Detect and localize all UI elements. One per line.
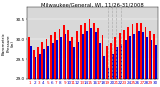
Bar — [123, 30, 125, 79]
Bar — [119, 33, 120, 79]
Bar — [48, 46, 49, 79]
Bar — [76, 31, 78, 79]
Bar — [144, 27, 146, 79]
Bar — [110, 43, 112, 79]
Bar — [114, 37, 116, 79]
Bar — [136, 23, 138, 79]
Bar — [69, 41, 71, 79]
Y-axis label: Barometric
Pressure
(in): Barometric Pressure (in) — [2, 32, 15, 55]
Bar — [146, 37, 148, 79]
Bar — [60, 37, 62, 79]
Bar — [103, 56, 105, 79]
Bar — [155, 45, 157, 79]
Bar — [93, 23, 95, 79]
Bar — [30, 46, 32, 79]
Bar — [35, 57, 36, 79]
Bar — [132, 24, 133, 79]
Bar — [99, 43, 101, 79]
Bar — [59, 29, 60, 79]
Bar — [28, 37, 30, 79]
Bar — [108, 68, 109, 79]
Bar — [67, 30, 69, 79]
Bar — [41, 42, 43, 79]
Bar — [73, 47, 75, 79]
Bar — [129, 36, 131, 79]
Bar — [120, 44, 122, 79]
Bar — [97, 28, 99, 79]
Bar — [138, 31, 140, 79]
Bar — [90, 28, 92, 79]
Bar — [116, 47, 118, 79]
Bar — [86, 31, 88, 79]
Bar — [102, 35, 103, 79]
Bar — [78, 42, 79, 79]
Bar — [106, 46, 108, 79]
Bar — [54, 32, 56, 79]
Bar — [37, 47, 39, 79]
Bar — [89, 19, 90, 79]
Bar — [142, 32, 144, 79]
Bar — [80, 25, 82, 79]
Bar — [125, 40, 127, 79]
Bar — [46, 39, 48, 79]
Bar — [95, 32, 96, 79]
Bar — [127, 27, 129, 79]
Bar — [39, 54, 41, 79]
Bar — [151, 40, 152, 79]
Bar — [63, 25, 65, 79]
Bar — [56, 40, 58, 79]
Bar — [65, 34, 66, 79]
Bar — [50, 35, 52, 79]
Bar — [149, 31, 151, 79]
Bar — [33, 50, 35, 79]
Bar — [43, 49, 45, 79]
Title: Milwaukee/General, WI, 11/26-31/2008: Milwaukee/General, WI, 11/26-31/2008 — [41, 2, 144, 7]
Bar — [82, 34, 84, 79]
Bar — [112, 54, 114, 79]
Bar — [84, 23, 86, 79]
Bar — [133, 34, 135, 79]
Bar — [153, 34, 155, 79]
Bar — [140, 23, 142, 79]
Bar — [72, 37, 73, 79]
Bar — [52, 43, 54, 79]
